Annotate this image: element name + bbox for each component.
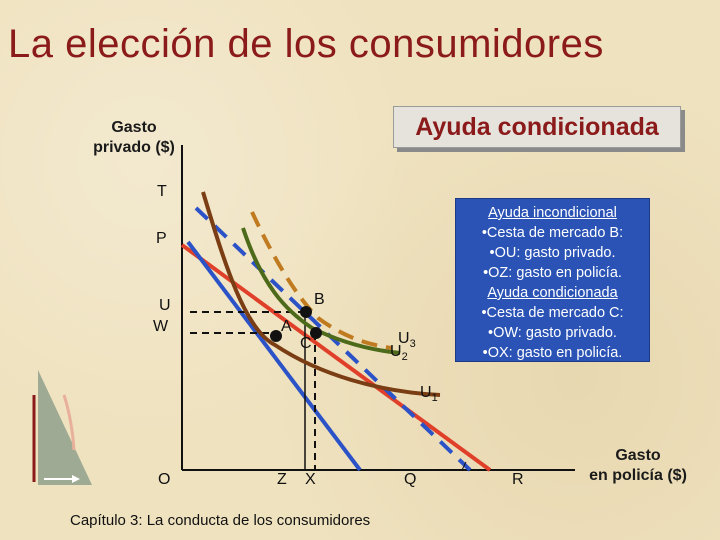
info-line-1: •Cesta de mercado B: — [481, 225, 624, 241]
y-axis-label-line2: privado ($) — [93, 139, 175, 156]
x-axis-label-line1: Gasto — [615, 447, 661, 464]
label-o: O — [158, 471, 171, 488]
indifference-curve-u3 — [250, 211, 393, 350]
label-point-a: A — [281, 318, 292, 335]
y-axis-label: Gasto privado ($) — [84, 118, 184, 158]
decor-triangle — [38, 370, 92, 485]
footer-chapter: Capítulo 3: La conducta de los consumido… — [70, 512, 371, 529]
x-axis-label-line2: en policía ($) — [589, 467, 687, 484]
indifference-curve-u1 — [201, 191, 441, 397]
info-line-2: •OU: gasto privado. — [489, 245, 616, 261]
budget-line-original — [186, 240, 362, 472]
label-u2: U2 — [390, 343, 408, 363]
label-z: Z — [277, 471, 287, 488]
label-q: Q — [404, 471, 417, 488]
label-x: X — [305, 471, 316, 488]
indifference-curve-u2 — [241, 227, 401, 355]
label-p: P — [156, 230, 167, 247]
decor-arrow-head — [72, 475, 80, 483]
label-u1-sub: 1 — [431, 392, 438, 405]
slide-title: La elección de los consumidores — [8, 22, 604, 66]
info-heading-unconditional: Ayuda incondicional — [488, 205, 617, 221]
info-line-6: •OW: gasto privado. — [488, 325, 617, 341]
x-axis-label: Gasto en policía ($) — [578, 446, 698, 486]
y-axis-label-line1: Gasto — [111, 119, 157, 136]
info-line-7: •OX: gasto en policía. — [482, 345, 623, 361]
point-b — [300, 306, 312, 318]
label-u2-sub: 2 — [401, 351, 408, 364]
decorative-corner — [32, 370, 92, 485]
label-point-c: C — [300, 335, 312, 352]
label-u3: U3 — [398, 330, 416, 350]
label-point-b: B — [314, 291, 325, 308]
label-u1: U1 — [420, 384, 438, 404]
tick-mark — [461, 461, 467, 471]
point-a — [270, 330, 282, 342]
label-u: U — [159, 297, 171, 314]
point-c — [310, 327, 322, 339]
info-line-5: •Cesta de mercado C: — [481, 305, 624, 321]
decor-curve — [62, 394, 76, 451]
info-heading-conditional: Ayuda condicionada — [487, 285, 618, 301]
label-r: R — [512, 471, 524, 488]
label-u3-sub: 3 — [409, 338, 416, 351]
explanation-box: Ayuda incondicional •Cesta de mercado B:… — [455, 198, 650, 362]
info-line-3: •OZ: gasto en policía. — [483, 265, 622, 281]
label-u2-letter: U — [390, 343, 402, 360]
label-u1-letter: U — [420, 384, 432, 401]
label-w: W — [153, 318, 169, 335]
section-badge: Ayuda condicionada — [393, 106, 681, 148]
label-u3-letter: U — [398, 330, 410, 347]
label-t: T — [157, 183, 167, 200]
